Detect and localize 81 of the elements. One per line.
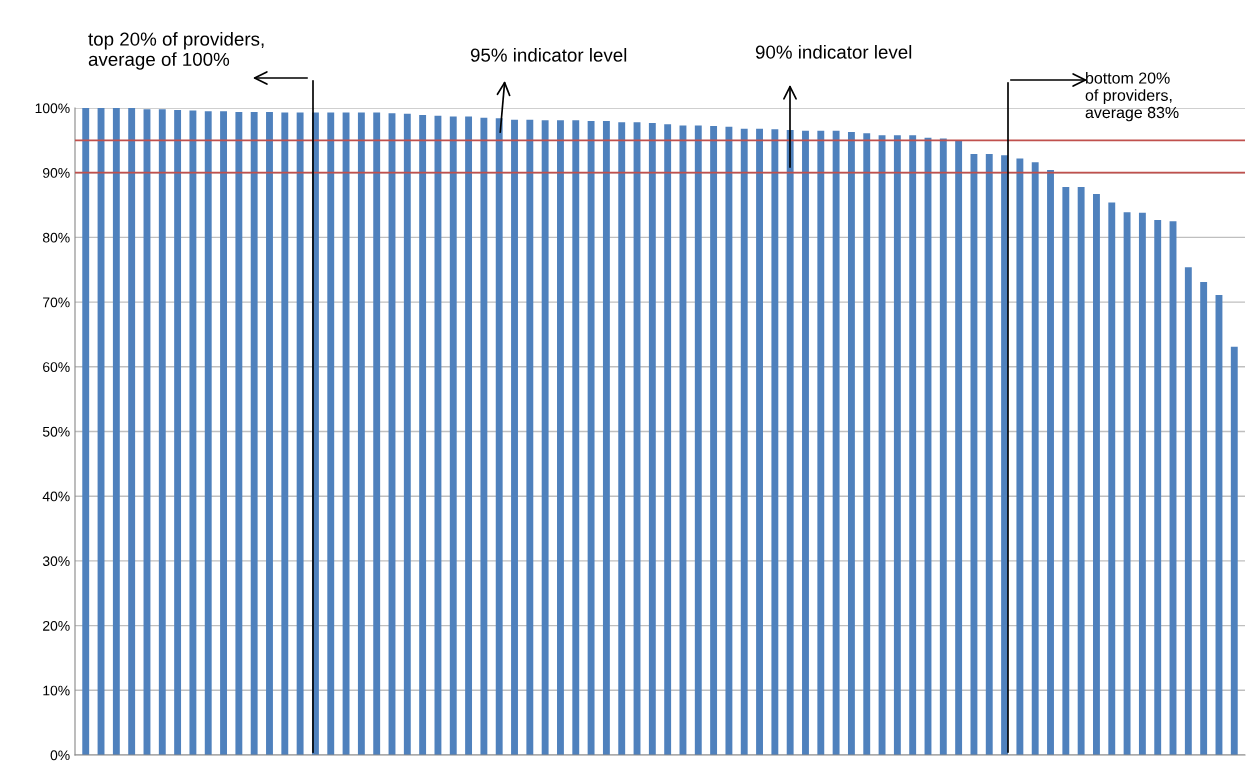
bar [985, 153, 993, 755]
bar [174, 109, 182, 755]
bar [220, 111, 227, 755]
bar [1077, 186, 1085, 755]
y-tick-label: 50% [42, 426, 70, 437]
y-tick-label: 100% [35, 103, 70, 114]
bar [786, 130, 794, 755]
bar [1108, 202, 1116, 755]
bar [1230, 346, 1238, 755]
bar [1138, 212, 1146, 755]
bar [281, 112, 289, 755]
bar [327, 112, 335, 755]
bar [1047, 170, 1054, 755]
y-tick-label: 40% [42, 491, 70, 502]
text: top 20% of providers, average of 100% [88, 32, 264, 70]
bar [373, 112, 381, 755]
bar [495, 118, 503, 755]
bar [465, 116, 473, 755]
bar [82, 108, 90, 755]
bar [357, 112, 365, 755]
bar [955, 141, 963, 755]
bar [296, 112, 304, 755]
bar [694, 125, 702, 755]
y-tick-label: 20% [43, 620, 70, 631]
bar [893, 135, 901, 755]
y-tick-label: 30% [42, 556, 70, 567]
bar [572, 120, 580, 755]
bar [250, 111, 258, 755]
bar [449, 116, 457, 755]
bar [602, 120, 610, 755]
bar [771, 129, 779, 755]
bar [587, 120, 595, 755]
bar [541, 120, 549, 755]
bar [756, 128, 763, 755]
text: 95% indicator level [470, 48, 627, 62]
y-tick-label: 70% [43, 297, 70, 308]
bar [557, 120, 564, 755]
bar [403, 113, 411, 755]
bar [1016, 158, 1024, 755]
y-tick-label: 90% [42, 168, 70, 178]
bar [648, 122, 656, 755]
bar [189, 110, 197, 755]
y-tick-label: 10% [43, 685, 70, 696]
bar [434, 115, 442, 755]
y-tick-label: 0% [50, 750, 70, 761]
bar [235, 111, 243, 755]
bar [817, 130, 825, 755]
bar [1093, 194, 1100, 755]
bar [1184, 267, 1192, 755]
bar [158, 109, 166, 755]
bar [511, 119, 518, 755]
bar [342, 112, 350, 755]
bar [664, 124, 672, 755]
bar [1062, 186, 1070, 755]
bar [204, 111, 212, 755]
bar [128, 108, 136, 755]
annotation: bottom 20% of providers, average 83% [1085, 72, 1179, 122]
bar [266, 111, 273, 755]
bar [1154, 219, 1162, 755]
bar [1123, 212, 1131, 755]
bar [740, 128, 748, 755]
bar [526, 119, 534, 755]
bar [725, 126, 733, 755]
bar [878, 135, 886, 755]
bar [802, 130, 809, 755]
y-tick-label: 80% [42, 232, 70, 243]
bar [480, 117, 488, 755]
bar [909, 135, 917, 755]
bar [970, 153, 978, 755]
bar [710, 126, 718, 755]
bar [832, 130, 840, 755]
bar [1031, 162, 1039, 755]
text: 90% indicator level [755, 45, 912, 59]
bar [847, 131, 855, 755]
bar [112, 108, 120, 755]
bar [419, 115, 427, 755]
bar [939, 138, 947, 755]
bar [863, 133, 871, 755]
bar [1200, 282, 1208, 755]
bar [618, 122, 626, 755]
y-tick-label: 60% [43, 362, 70, 372]
